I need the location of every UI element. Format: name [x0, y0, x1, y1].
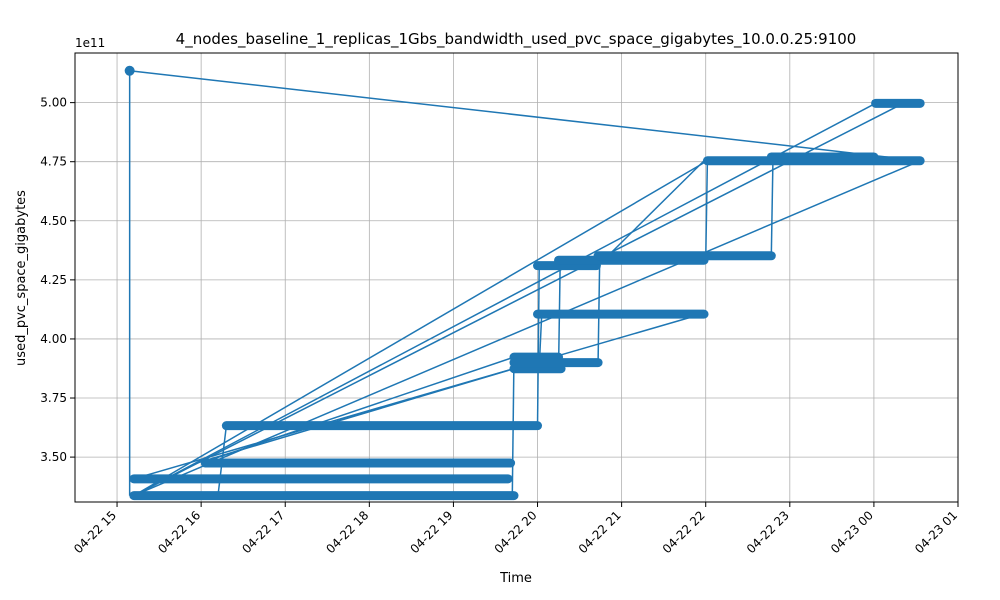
series-connector-line — [129, 69, 921, 162]
series-connector-line — [133, 102, 876, 497]
series-connector-line — [597, 255, 601, 363]
y-tick-label: 5.00 — [40, 96, 67, 110]
y-tick-label: 4.50 — [40, 214, 67, 228]
y-axis-offset-label: 1e11 — [75, 36, 105, 50]
series-connector-line — [133, 160, 921, 497]
y-tick-label: 4.25 — [40, 273, 67, 287]
plot-area-frame — [74, 52, 959, 503]
y-tick-label: 4.00 — [40, 332, 67, 346]
series-connector-line — [133, 313, 702, 480]
y-tick-label: 3.50 — [40, 450, 67, 464]
series-connector-line — [704, 160, 709, 261]
series-connector-line — [200, 356, 515, 464]
series-connector-line — [133, 102, 904, 497]
series-point — [124, 65, 135, 76]
series-connector-line — [770, 156, 774, 256]
series-connector-line — [536, 265, 540, 426]
y-tick-label: 3.75 — [40, 391, 67, 405]
series-layer — [124, 65, 925, 501]
y-tick-label: 4.75 — [40, 155, 67, 169]
series-connector-line — [597, 160, 705, 267]
series-connector-line — [133, 160, 708, 497]
x-axis-title: Time — [499, 571, 532, 586]
chart-title: 4_nodes_baseline_1_replicas_1Gbs_bandwid… — [176, 30, 857, 49]
y-axis: 3.50 3.75 4.00 4.25 4.50 4.75 5.00 — [40, 96, 75, 464]
y-axis-title: used_pvc_space_gigabytes — [14, 190, 29, 366]
